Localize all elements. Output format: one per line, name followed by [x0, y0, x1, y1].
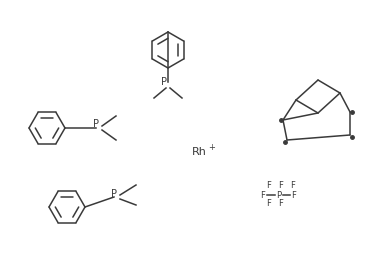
- Text: P: P: [111, 189, 117, 199]
- Text: P: P: [276, 190, 282, 200]
- Text: P: P: [161, 77, 167, 87]
- Text: F: F: [279, 182, 283, 190]
- Text: Rh: Rh: [192, 147, 207, 157]
- Text: +: +: [208, 143, 215, 153]
- Text: P: P: [93, 119, 99, 129]
- Text: F: F: [279, 200, 283, 208]
- Text: F: F: [291, 182, 295, 190]
- Text: F: F: [292, 190, 297, 200]
- Text: F: F: [261, 190, 266, 200]
- Text: F: F: [267, 182, 272, 190]
- Text: F: F: [267, 200, 272, 208]
